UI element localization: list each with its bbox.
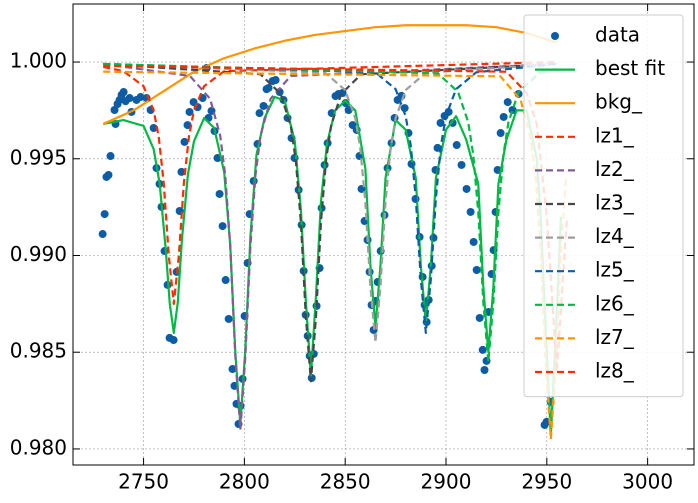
data-point xyxy=(98,230,107,239)
dashed-line xyxy=(103,60,557,305)
x-tick-label: 2850 xyxy=(320,470,371,494)
x-tick-label: 2900 xyxy=(421,470,472,494)
data-point xyxy=(462,184,471,193)
data-point xyxy=(472,265,481,274)
data-point xyxy=(215,189,224,198)
data-point xyxy=(169,336,178,345)
dashed-line xyxy=(103,62,558,334)
legend-box xyxy=(523,14,684,398)
legend-label: lz7_ xyxy=(595,325,635,349)
y-tick-label: 0.980 xyxy=(10,435,67,459)
plot-area xyxy=(98,24,569,441)
y-tick-label: 1.000 xyxy=(10,49,67,73)
x-tick-label: 2750 xyxy=(118,470,169,494)
dashed-line xyxy=(103,62,557,344)
data-point xyxy=(457,160,466,169)
data-point xyxy=(503,98,512,107)
dashed-line xyxy=(103,62,557,383)
data-point xyxy=(183,121,192,130)
data-point xyxy=(106,152,115,161)
data-point xyxy=(185,107,194,116)
legend-label: lz5_ xyxy=(595,258,635,282)
legend-label: lz1_ xyxy=(595,123,635,147)
data-point xyxy=(136,93,145,102)
data-point xyxy=(119,88,128,97)
dashed-line xyxy=(103,62,558,363)
data-point xyxy=(228,365,237,374)
axes: 2750 2800 2850 2900 2950 3000 0.980 0.985 0.990 0… xyxy=(10,3,695,494)
data-point xyxy=(125,94,134,103)
legend-label: lz6_ xyxy=(595,291,635,315)
data-point xyxy=(452,141,461,150)
legend-label: data xyxy=(595,23,640,47)
data-point xyxy=(499,112,508,121)
data-point xyxy=(469,237,478,246)
line xyxy=(102,24,558,125)
data-point xyxy=(475,313,484,322)
y-tick-label: 0.990 xyxy=(10,242,67,266)
x-tick-label: 2800 xyxy=(219,470,270,494)
data-point xyxy=(104,171,113,180)
data-point xyxy=(264,83,273,92)
legend-marker xyxy=(551,32,559,40)
legend-label: lz4_ xyxy=(595,224,635,248)
data-point xyxy=(149,124,158,133)
data-point xyxy=(177,167,186,176)
dashed-line xyxy=(103,62,557,431)
data-point xyxy=(259,101,268,110)
legend-label: bkg_ xyxy=(595,90,643,114)
legend: data best fit bkg_ lz1_ lz2_ lz3_ lz4_ lz5_ lz6_… xyxy=(523,14,684,398)
legend-label: lz8_ xyxy=(595,359,635,383)
data-point xyxy=(180,137,189,146)
data-point xyxy=(478,345,487,354)
y-tick-label: 0.985 xyxy=(10,339,67,363)
data-point xyxy=(496,129,505,138)
data-point xyxy=(436,118,445,127)
legend-label: lz3_ xyxy=(595,191,635,215)
data-point xyxy=(480,366,489,375)
line xyxy=(103,95,563,437)
data-point xyxy=(221,276,230,285)
data-point xyxy=(224,314,233,323)
data-point xyxy=(508,106,517,115)
data-point xyxy=(100,210,109,219)
legend-label: lz2_ xyxy=(595,157,635,181)
data-point xyxy=(255,109,264,118)
y-tick-label: 0.995 xyxy=(10,145,67,169)
x-tick-label: 3000 xyxy=(622,470,673,494)
axes-frame xyxy=(72,3,695,466)
data-point xyxy=(271,76,280,85)
x-tick-label: 2950 xyxy=(521,470,572,494)
data-point xyxy=(466,207,475,216)
legend-label: best fit xyxy=(595,56,665,80)
data-point xyxy=(110,106,119,115)
data-point xyxy=(218,222,227,231)
